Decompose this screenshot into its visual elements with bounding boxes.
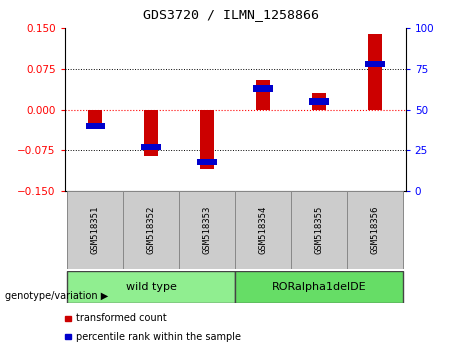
Text: wild type: wild type xyxy=(126,282,177,292)
Text: GSM518353: GSM518353 xyxy=(203,206,212,254)
Bar xyxy=(67,191,123,269)
Bar xyxy=(291,191,347,269)
Bar xyxy=(85,123,105,129)
Bar xyxy=(368,34,382,110)
Bar xyxy=(123,191,179,269)
Bar xyxy=(365,61,385,67)
Text: genotype/variation ▶: genotype/variation ▶ xyxy=(5,291,108,301)
Bar xyxy=(67,271,235,303)
Text: GSM518355: GSM518355 xyxy=(314,206,324,254)
Bar xyxy=(312,93,326,110)
Text: GSM518352: GSM518352 xyxy=(147,206,156,254)
Bar xyxy=(253,85,273,92)
Bar xyxy=(89,110,102,126)
Bar xyxy=(235,271,403,303)
Bar xyxy=(179,191,235,269)
Text: transformed count: transformed count xyxy=(76,313,167,323)
Bar xyxy=(256,80,270,110)
Text: GSM518351: GSM518351 xyxy=(91,206,100,254)
Bar xyxy=(197,159,217,165)
Text: RORalpha1delDE: RORalpha1delDE xyxy=(272,282,366,292)
Text: GSM518354: GSM518354 xyxy=(259,206,267,254)
Bar xyxy=(142,144,161,150)
Bar xyxy=(309,98,329,105)
Text: GSM518356: GSM518356 xyxy=(371,206,379,254)
Bar xyxy=(200,110,214,170)
Text: GDS3720 / ILMN_1258866: GDS3720 / ILMN_1258866 xyxy=(142,8,319,21)
Bar xyxy=(347,191,403,269)
Bar xyxy=(235,191,291,269)
Text: percentile rank within the sample: percentile rank within the sample xyxy=(76,332,241,342)
Bar xyxy=(144,110,158,156)
